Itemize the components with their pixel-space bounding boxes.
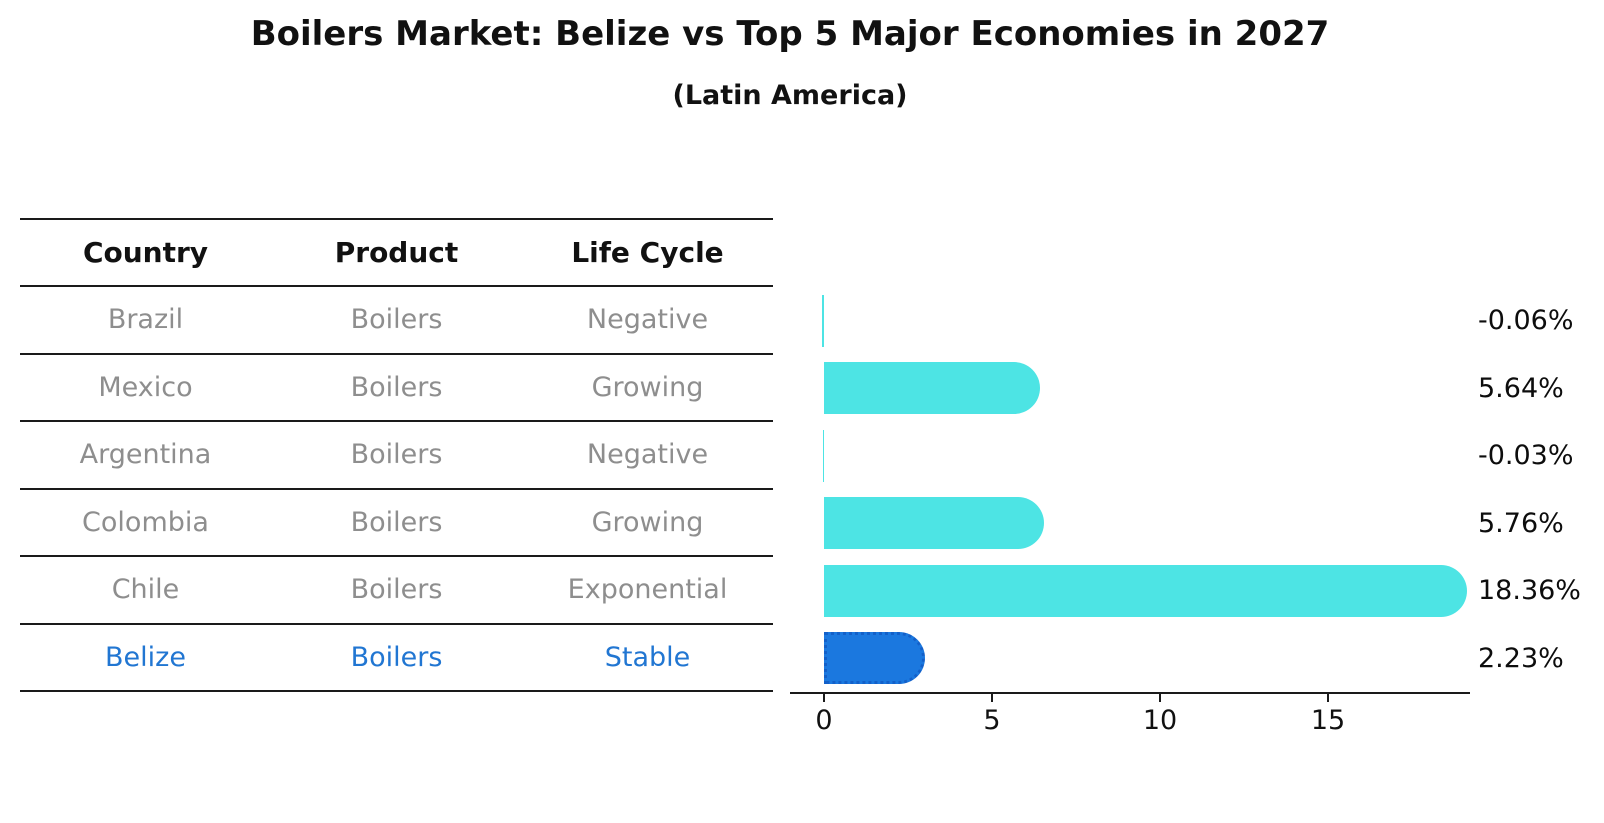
cell-lifecycle: Growing bbox=[591, 371, 704, 403]
value-label-brazil: -0.06% bbox=[1478, 305, 1574, 336]
bar-brazil bbox=[821, 294, 824, 347]
bar-band-argentina bbox=[790, 422, 1470, 490]
x-axis-tick-5: 5 bbox=[947, 692, 1037, 736]
table-row-colombia: Colombia Boilers Growing bbox=[20, 490, 773, 557]
table-row-brazil: Brazil Boilers Negative bbox=[20, 287, 773, 355]
cell-lifecycle: Negative bbox=[586, 304, 709, 336]
bar-argentina bbox=[822, 429, 824, 482]
bar-belize bbox=[824, 632, 925, 685]
bar-band-chile bbox=[790, 557, 1470, 625]
bar-band-brazil bbox=[790, 287, 1470, 355]
cell-product: Boilers bbox=[350, 304, 443, 336]
comparison-table: Country Product Life Cycle Brazil Boiler… bbox=[20, 218, 773, 692]
tick-mark bbox=[1326, 692, 1330, 702]
x-axis-tick-0: 0 bbox=[779, 692, 869, 736]
cell-country: Brazil bbox=[107, 304, 184, 336]
cell-country: Mexico bbox=[98, 371, 193, 403]
cell-country: Chile bbox=[111, 574, 180, 606]
bar-band-mexico bbox=[790, 355, 1470, 423]
tick-label: 10 bbox=[1142, 705, 1178, 736]
table-row-belize: Belize Boilers Stable bbox=[20, 625, 773, 692]
tick-label: 15 bbox=[1310, 705, 1346, 736]
value-label-colombia: 5.76% bbox=[1478, 507, 1564, 539]
bar-chart: 0 5 10 15 bbox=[790, 287, 1470, 736]
x-axis-tick-10: 10 bbox=[1115, 692, 1205, 736]
bar-band-belize bbox=[790, 625, 1470, 693]
bar-colombia bbox=[824, 497, 1044, 550]
tick-label: 0 bbox=[815, 705, 833, 736]
cell-lifecycle: Growing bbox=[591, 506, 704, 538]
cell-lifecycle: Exponential bbox=[567, 574, 728, 606]
column-header-country: Country bbox=[82, 236, 209, 269]
bar-band-colombia bbox=[790, 490, 1470, 558]
value-label-mexico: 5.64% bbox=[1478, 372, 1564, 404]
column-header-lifecycle: Life Cycle bbox=[571, 236, 724, 269]
cell-product: Boilers bbox=[350, 574, 443, 606]
cell-country: Argentina bbox=[79, 439, 212, 471]
table-row-argentina: Argentina Boilers Negative bbox=[20, 422, 773, 490]
bar-mexico bbox=[824, 362, 1040, 415]
cell-product: Boilers bbox=[350, 641, 443, 673]
page-title: Boilers Market: Belize vs Top 5 Major Ec… bbox=[250, 14, 1330, 54]
tick-mark bbox=[990, 692, 994, 702]
tick-mark bbox=[1158, 692, 1162, 702]
cell-country: Belize bbox=[105, 641, 186, 673]
cell-product: Boilers bbox=[350, 506, 443, 538]
cell-lifecycle: Stable bbox=[604, 641, 691, 673]
page-subtitle: (Latin America) bbox=[672, 80, 908, 111]
bar-chile bbox=[824, 564, 1467, 617]
column-header-product: Product bbox=[334, 236, 459, 269]
x-axis-tick-15: 15 bbox=[1283, 692, 1373, 736]
table-header-row: Country Product Life Cycle bbox=[20, 218, 773, 287]
cell-lifecycle: Negative bbox=[586, 439, 709, 471]
value-label-chile: 18.36% bbox=[1478, 575, 1581, 606]
value-label-argentina: -0.03% bbox=[1478, 440, 1574, 471]
table-row-chile: Chile Boilers Exponential bbox=[20, 557, 773, 625]
cell-product: Boilers bbox=[350, 439, 443, 471]
tick-label: 5 bbox=[983, 705, 1001, 736]
value-label-belize: 2.23% bbox=[1478, 642, 1564, 674]
cell-country: Colombia bbox=[82, 506, 209, 538]
cell-product: Boilers bbox=[350, 371, 443, 403]
table-row-mexico: Mexico Boilers Growing bbox=[20, 355, 773, 422]
tick-mark bbox=[822, 692, 826, 702]
